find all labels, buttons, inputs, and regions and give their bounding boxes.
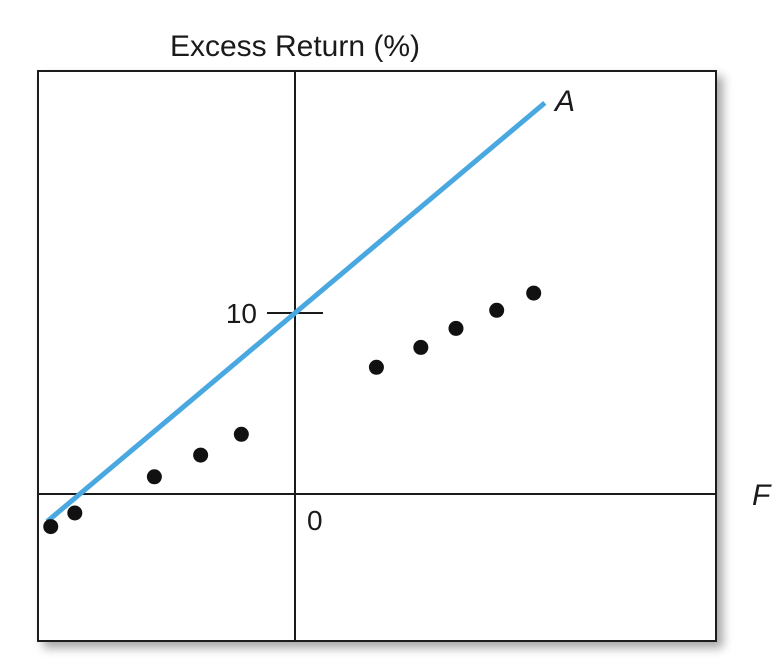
data-point	[489, 302, 505, 318]
data-point	[67, 505, 83, 521]
plot-frame	[37, 70, 717, 642]
data-point	[43, 519, 59, 535]
origin-label: 0	[307, 505, 323, 536]
data-point	[233, 426, 249, 442]
data-point	[146, 469, 162, 485]
x-axis-label: F	[752, 479, 772, 512]
data-point	[448, 320, 464, 336]
series-label: A	[553, 85, 575, 118]
chart-title: Excess Return (%)	[170, 30, 420, 63]
regression-line	[45, 100, 547, 524]
data-point	[368, 359, 384, 375]
y-tick-label: 10	[226, 298, 257, 329]
data-point	[526, 285, 542, 301]
data-point	[413, 339, 429, 355]
data-point	[193, 447, 209, 463]
